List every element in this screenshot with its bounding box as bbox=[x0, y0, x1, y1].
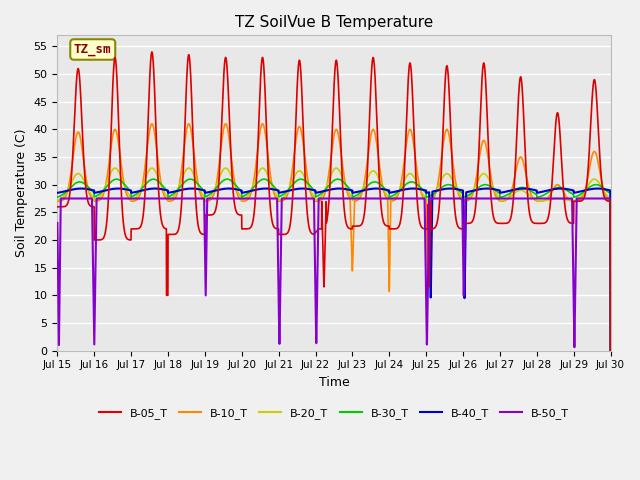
B-50_T bbox=[607, 196, 614, 202]
B-40_T bbox=[208, 189, 216, 194]
B-05_T bbox=[607, 348, 614, 353]
B-50_T bbox=[57, 196, 65, 202]
Title: TZ SoilVue B Temperature: TZ SoilVue B Temperature bbox=[235, 15, 433, 30]
B-40_T bbox=[172, 188, 180, 194]
Line: B-05_T: B-05_T bbox=[58, 52, 611, 350]
B-05_T bbox=[554, 111, 562, 117]
B-30_T bbox=[398, 185, 406, 191]
B-05_T bbox=[54, 204, 61, 210]
B-50_T bbox=[570, 344, 578, 350]
B-10_T bbox=[398, 177, 406, 182]
B-40_T bbox=[54, 190, 61, 196]
B-10_T bbox=[54, 198, 61, 204]
Y-axis label: Soil Temperature (C): Soil Temperature (C) bbox=[15, 129, 28, 257]
B-10_T bbox=[607, 348, 614, 353]
B-30_T bbox=[388, 193, 396, 199]
X-axis label: Time: Time bbox=[319, 376, 349, 389]
B-30_T bbox=[208, 190, 216, 195]
Line: B-20_T: B-20_T bbox=[58, 168, 611, 350]
B-05_T bbox=[388, 226, 396, 232]
B-20_T bbox=[607, 348, 614, 353]
B-50_T bbox=[398, 196, 406, 202]
Line: B-30_T: B-30_T bbox=[58, 179, 611, 350]
B-05_T bbox=[398, 210, 406, 216]
B-40_T bbox=[388, 190, 396, 195]
Legend: B-05_T, B-10_T, B-20_T, B-30_T, B-40_T, B-50_T: B-05_T, B-10_T, B-20_T, B-30_T, B-40_T, … bbox=[94, 404, 573, 423]
B-20_T bbox=[111, 165, 119, 171]
B-50_T bbox=[54, 220, 61, 226]
B-40_T bbox=[593, 186, 601, 192]
Text: TZ_sm: TZ_sm bbox=[74, 43, 111, 56]
Line: B-40_T: B-40_T bbox=[58, 189, 611, 350]
B-40_T bbox=[606, 188, 614, 193]
B-50_T bbox=[388, 196, 396, 202]
B-20_T bbox=[606, 196, 614, 202]
B-05_T bbox=[172, 231, 180, 237]
B-10_T bbox=[148, 121, 156, 127]
Line: B-10_T: B-10_T bbox=[58, 124, 611, 350]
B-20_T bbox=[388, 197, 396, 203]
B-05_T bbox=[148, 49, 156, 55]
B-20_T bbox=[554, 196, 562, 202]
B-50_T bbox=[172, 196, 180, 202]
B-20_T bbox=[208, 192, 216, 197]
B-10_T bbox=[606, 198, 614, 204]
B-30_T bbox=[54, 194, 61, 200]
B-50_T bbox=[607, 196, 614, 202]
B-20_T bbox=[172, 190, 180, 196]
B-10_T bbox=[554, 182, 562, 188]
B-30_T bbox=[554, 185, 562, 191]
B-30_T bbox=[172, 189, 180, 194]
B-40_T bbox=[397, 187, 405, 193]
B-20_T bbox=[398, 183, 406, 189]
B-40_T bbox=[554, 186, 562, 192]
Line: B-50_T: B-50_T bbox=[58, 199, 611, 347]
B-20_T bbox=[54, 198, 61, 204]
B-30_T bbox=[607, 348, 614, 353]
B-50_T bbox=[208, 196, 216, 202]
B-05_T bbox=[606, 198, 614, 204]
B-40_T bbox=[607, 348, 614, 353]
B-30_T bbox=[606, 191, 614, 196]
B-10_T bbox=[388, 198, 396, 204]
B-10_T bbox=[208, 195, 216, 201]
B-50_T bbox=[554, 196, 562, 202]
B-05_T bbox=[208, 212, 216, 218]
B-30_T bbox=[113, 176, 120, 182]
B-10_T bbox=[172, 193, 180, 199]
